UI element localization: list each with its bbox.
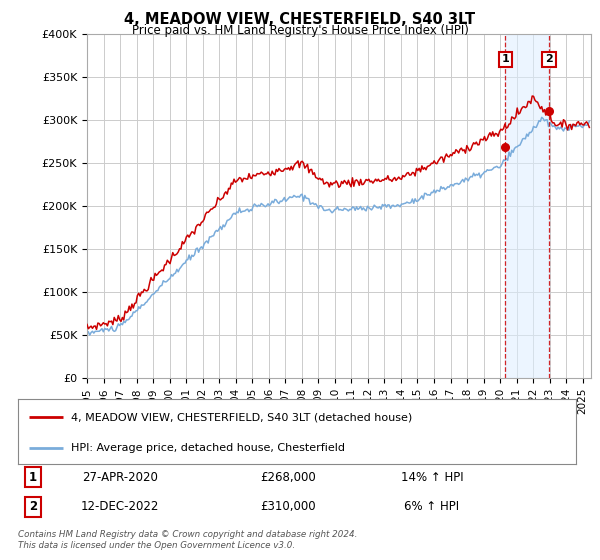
Text: 1: 1 [29,470,37,484]
Text: 1: 1 [502,54,509,64]
Text: 4, MEADOW VIEW, CHESTERFIELD, S40 3LT: 4, MEADOW VIEW, CHESTERFIELD, S40 3LT [124,12,476,27]
Text: 4, MEADOW VIEW, CHESTERFIELD, S40 3LT (detached house): 4, MEADOW VIEW, CHESTERFIELD, S40 3LT (d… [71,412,412,422]
Text: Price paid vs. HM Land Registry's House Price Index (HPI): Price paid vs. HM Land Registry's House … [131,24,469,36]
Text: HPI: Average price, detached house, Chesterfield: HPI: Average price, detached house, Ches… [71,442,345,452]
Text: 12-DEC-2022: 12-DEC-2022 [81,500,159,514]
Text: £310,000: £310,000 [260,500,316,514]
Text: £268,000: £268,000 [260,470,316,484]
Text: 2: 2 [29,500,37,514]
Bar [505,34,549,378]
Text: Contains HM Land Registry data © Crown copyright and database right 2024.
This d: Contains HM Land Registry data © Crown c… [18,530,358,550]
Text: 14% ↑ HPI: 14% ↑ HPI [401,470,463,484]
Text: 6% ↑ HPI: 6% ↑ HPI [404,500,460,514]
Text: 2: 2 [545,54,553,64]
Text: 27-APR-2020: 27-APR-2020 [82,470,158,484]
